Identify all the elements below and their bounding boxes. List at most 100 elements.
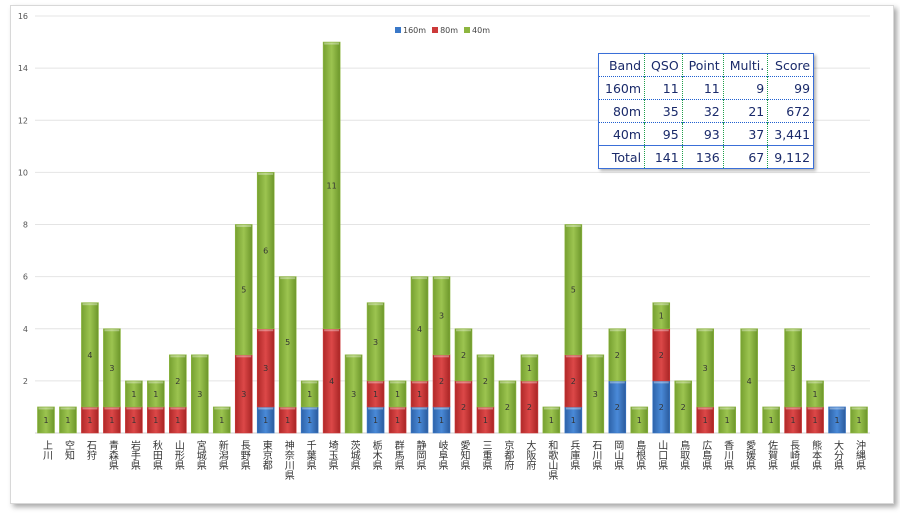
data-label: 2 xyxy=(527,403,532,412)
table-cell: 141 xyxy=(644,145,683,169)
bar-segment-40m xyxy=(520,354,539,382)
data-label: 1 xyxy=(307,390,312,399)
bar-highlight xyxy=(565,407,581,410)
bar-segment-40m xyxy=(191,354,209,434)
legend-item-160m: 160m xyxy=(395,26,426,35)
data-label: 1 xyxy=(131,416,136,425)
data-label: 5 xyxy=(571,286,576,295)
table-cell: 32 xyxy=(681,99,724,123)
data-label: 1 xyxy=(65,416,70,425)
data-label: 2 xyxy=(615,403,620,412)
x-tick-label: 千葉県 xyxy=(304,440,316,471)
bar-highlight xyxy=(236,355,252,358)
x-tick-label: 和歌山県 xyxy=(546,440,558,481)
x-tick-label: 新潟県 xyxy=(216,439,228,471)
table-cell: 95 xyxy=(644,122,683,146)
bar-segment-40m xyxy=(454,328,473,382)
x-tick-label: 山形県 xyxy=(172,440,184,471)
bar-highlight xyxy=(148,407,164,410)
bar-segment-40m xyxy=(388,380,407,408)
bar-highlight xyxy=(455,329,471,332)
score-table: Band QSO Point Multi. Score 160m 11 11 9 99 80m 35 3… xyxy=(598,53,815,169)
bar-highlight xyxy=(565,225,581,227)
bar-highlight xyxy=(324,42,340,45)
data-label: 5 xyxy=(285,338,290,347)
bar-highlight xyxy=(763,407,779,410)
data-label: 1 xyxy=(109,416,114,425)
x-tick-label: 空知 xyxy=(62,439,74,460)
bar-segment-40m xyxy=(674,380,693,434)
bar-highlight xyxy=(126,381,142,384)
bar-highlight xyxy=(412,407,428,410)
y-tick-label: 4 xyxy=(23,325,28,334)
data-label: 2 xyxy=(659,403,664,412)
data-label: 2 xyxy=(505,403,510,412)
bar-highlight xyxy=(126,407,142,410)
bar-highlight xyxy=(368,381,384,384)
bar-segment-40m xyxy=(125,380,143,408)
data-label: 1 xyxy=(175,416,180,425)
data-label: 1 xyxy=(395,390,400,399)
data-label: 2 xyxy=(571,377,576,386)
data-label: 4 xyxy=(747,377,752,386)
bar-highlight xyxy=(390,381,406,384)
data-label: 1 xyxy=(285,416,290,425)
table-cell: Score xyxy=(767,53,814,77)
bar-highlight xyxy=(697,407,713,410)
bar-highlight xyxy=(785,329,801,332)
bar-highlight xyxy=(258,172,274,175)
bar-segment-40m xyxy=(322,41,341,330)
bar-segment-40m xyxy=(718,406,736,434)
table-cell: QSO xyxy=(644,53,683,77)
data-label: 1 xyxy=(791,416,796,425)
bar-segment-160m xyxy=(828,406,846,434)
data-label: 3 xyxy=(593,390,598,399)
data-label: 4 xyxy=(417,325,422,334)
y-tick-label: 16 xyxy=(18,12,28,21)
bar-highlight xyxy=(719,407,735,410)
bar-highlight xyxy=(192,355,208,358)
bar-highlight xyxy=(258,407,274,410)
x-tick-label: 宮城県 xyxy=(194,439,206,471)
bar-highlight xyxy=(412,277,428,280)
x-tick-label: 京都府 xyxy=(502,439,514,471)
table-row: 40m 95 93 37 3,441 xyxy=(598,122,814,146)
bar-segment-40m xyxy=(586,354,605,434)
bar-segment-40m xyxy=(630,406,649,434)
bar-highlight xyxy=(631,407,647,410)
table-cell: Multi. xyxy=(722,53,768,77)
bar-segment-40m xyxy=(256,172,275,330)
x-tick-label: 静岡県 xyxy=(414,439,426,471)
legend: 160m 80m 40m xyxy=(395,26,490,35)
data-label: 3 xyxy=(703,364,708,373)
bar-segment-40m xyxy=(81,302,99,408)
bar-highlight xyxy=(104,407,120,410)
data-label: 11 xyxy=(327,181,337,190)
table-cell: 67 xyxy=(722,145,768,169)
x-tick-label: 島根県 xyxy=(634,439,646,471)
x-tick-label: 鳥取県 xyxy=(678,439,690,471)
bar-highlight xyxy=(302,407,318,410)
y-tick-label: 2 xyxy=(23,377,28,386)
bar-highlight xyxy=(148,381,164,384)
bar-highlight xyxy=(170,407,186,410)
data-label: 1 xyxy=(373,390,378,399)
legend-swatch xyxy=(464,27,471,33)
x-tick-label: 沖縄県 xyxy=(854,439,866,471)
bar-highlight xyxy=(280,407,296,410)
bar-segment-40m xyxy=(278,276,297,408)
bar-segment-40m xyxy=(234,224,253,356)
data-label: 1 xyxy=(395,416,400,425)
data-label: 2 xyxy=(461,351,466,360)
bar-highlight xyxy=(609,329,625,332)
bar-highlight xyxy=(499,381,515,384)
table-cell: 11 xyxy=(644,76,683,100)
x-tick-label: 岐阜県 xyxy=(436,439,448,471)
data-label: 2 xyxy=(659,351,664,360)
data-label: 3 xyxy=(109,364,114,373)
bar-highlight xyxy=(741,329,757,332)
table-cell: 93 xyxy=(681,122,724,146)
y-tick-label: 10 xyxy=(18,168,28,177)
bar-highlight xyxy=(477,355,493,358)
data-label: 1 xyxy=(813,390,818,399)
